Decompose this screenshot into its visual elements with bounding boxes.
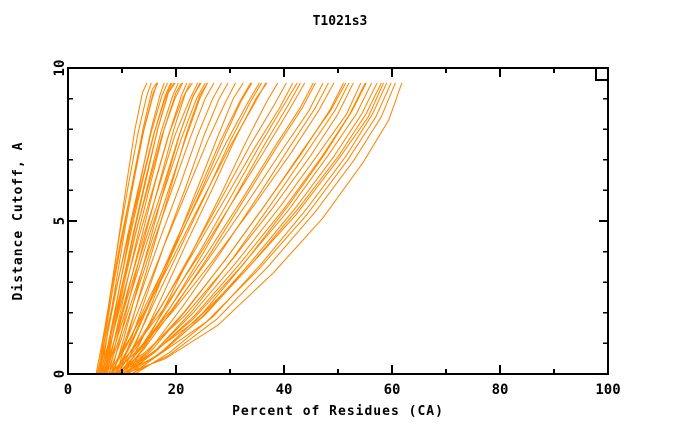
data-curve bbox=[99, 82, 184, 375]
data-curve bbox=[123, 82, 403, 375]
data-curve bbox=[131, 82, 378, 375]
data-curve bbox=[124, 82, 366, 375]
data-curve bbox=[98, 82, 168, 375]
data-curve bbox=[113, 82, 252, 375]
x-tick-label: 0 bbox=[64, 382, 72, 398]
chart-title: T1021s3 bbox=[312, 14, 368, 29]
x-tick-label: 60 bbox=[384, 382, 401, 398]
data-curve bbox=[117, 82, 262, 375]
data-curve bbox=[130, 82, 396, 375]
data-curve bbox=[106, 82, 208, 375]
data-curve bbox=[113, 82, 354, 375]
data-curve bbox=[108, 82, 188, 375]
data-curve bbox=[111, 82, 384, 375]
data-curve bbox=[96, 82, 173, 375]
data-curve bbox=[103, 82, 201, 375]
axis-tick-labels: 0 20 40 60 80 100 0 5 10 bbox=[52, 60, 621, 398]
y-tick-label: 0 bbox=[52, 370, 68, 378]
data-curve bbox=[98, 82, 158, 375]
data-curve bbox=[125, 82, 347, 375]
data-curve bbox=[119, 82, 316, 375]
data-curve bbox=[109, 82, 306, 375]
data-curves bbox=[95, 82, 403, 375]
y-tick-label: 5 bbox=[52, 217, 68, 225]
x-tick-label: 20 bbox=[168, 382, 185, 398]
data-curve bbox=[111, 82, 222, 375]
data-curve bbox=[120, 82, 298, 375]
data-curve bbox=[120, 82, 392, 375]
data-curve bbox=[117, 82, 314, 375]
plot-frame bbox=[67, 67, 609, 375]
data-curve bbox=[110, 82, 236, 375]
data-curve bbox=[121, 82, 362, 375]
corner-notch-icon bbox=[595, 67, 609, 81]
data-curve bbox=[100, 82, 191, 375]
data-curve bbox=[108, 82, 215, 375]
x-tick-label: 80 bbox=[492, 382, 509, 398]
y-axis-title: Distance Cutoff, A bbox=[11, 142, 26, 301]
data-curve bbox=[109, 82, 260, 375]
y-tick-label: 10 bbox=[52, 60, 68, 77]
data-curve bbox=[116, 82, 287, 375]
data-curve bbox=[127, 82, 350, 375]
x-axis-title: Percent of Residues (CA) bbox=[232, 404, 444, 419]
data-curve bbox=[110, 82, 294, 375]
data-curve bbox=[105, 82, 206, 375]
x-tick-label: 40 bbox=[276, 382, 293, 398]
data-curve bbox=[106, 82, 182, 375]
data-curve bbox=[122, 82, 301, 375]
data-curve bbox=[102, 82, 172, 375]
data-curve bbox=[134, 82, 388, 375]
data-curve bbox=[102, 82, 176, 375]
x-tick-label: 100 bbox=[595, 382, 620, 398]
